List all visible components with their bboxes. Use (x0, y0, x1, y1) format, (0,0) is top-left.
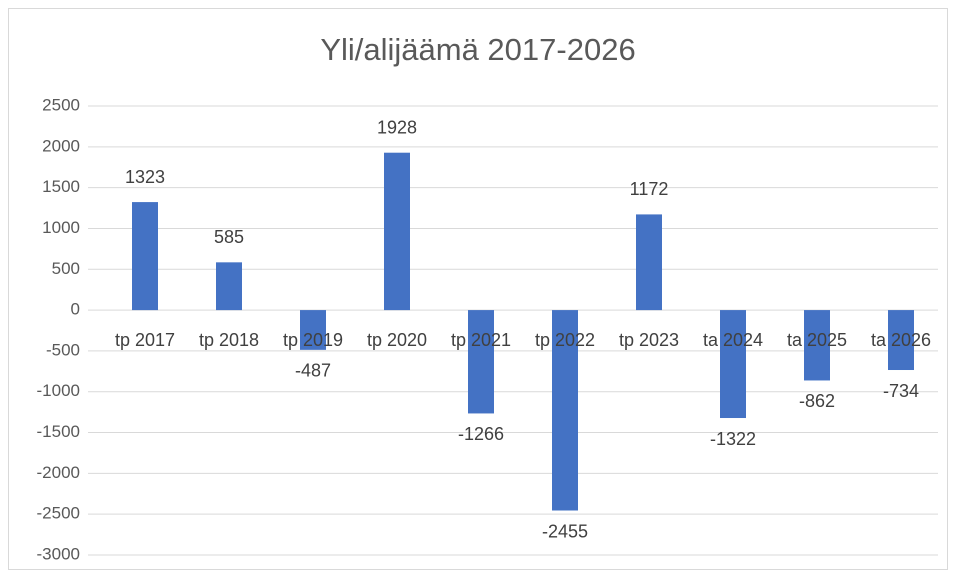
y-tick-label: 1000 (42, 218, 80, 237)
bar (804, 310, 830, 381)
y-tick-label: -1500 (37, 422, 80, 441)
x-tick-label: ta 2024 (703, 330, 763, 350)
data-label: -1322 (710, 429, 756, 449)
chart-title: Yli/alijäämä 2017-2026 (320, 32, 635, 67)
data-label: -734 (883, 381, 919, 401)
bar (552, 310, 578, 511)
data-label: -2455 (542, 521, 588, 541)
x-tick-label: tp 2022 (535, 330, 595, 350)
x-tick-label: tp 2021 (451, 330, 511, 350)
data-label: -1266 (458, 424, 504, 444)
y-tick-label: -3000 (37, 544, 80, 563)
x-tick-label: ta 2025 (787, 330, 847, 350)
data-label: -862 (799, 391, 835, 411)
y-tick-label: -2000 (37, 463, 80, 482)
bar (300, 310, 326, 350)
x-tick-label: tp 2023 (619, 330, 679, 350)
y-tick-label: 2500 (42, 95, 80, 114)
data-label: 585 (214, 227, 244, 247)
y-tick-label: -2500 (37, 504, 80, 523)
y-tick-label: 2000 (42, 136, 80, 155)
x-tick-label: tp 2019 (283, 330, 343, 350)
data-label: 1172 (630, 179, 669, 199)
bar (888, 310, 914, 371)
bar (216, 262, 242, 311)
data-label: 1928 (377, 117, 417, 137)
y-tick-label: 1500 (42, 177, 80, 196)
y-tick-label: 500 (52, 259, 80, 278)
y-tick-label: -1000 (37, 381, 80, 400)
x-tick-label: tp 2018 (199, 330, 259, 350)
bar (468, 310, 494, 414)
bar (636, 214, 662, 311)
x-tick-label: ta 2026 (871, 330, 931, 350)
x-tick-label: tp 2020 (367, 330, 427, 350)
y-tick-label: -500 (46, 340, 80, 359)
data-label: 1323 (125, 167, 165, 187)
x-tick-label: tp 2017 (115, 330, 175, 350)
bar (132, 202, 158, 311)
y-tick-label: 0 (71, 300, 80, 319)
bar (720, 310, 746, 419)
bar (384, 152, 410, 311)
chart-border (8, 8, 948, 570)
data-label: -487 (295, 361, 331, 381)
